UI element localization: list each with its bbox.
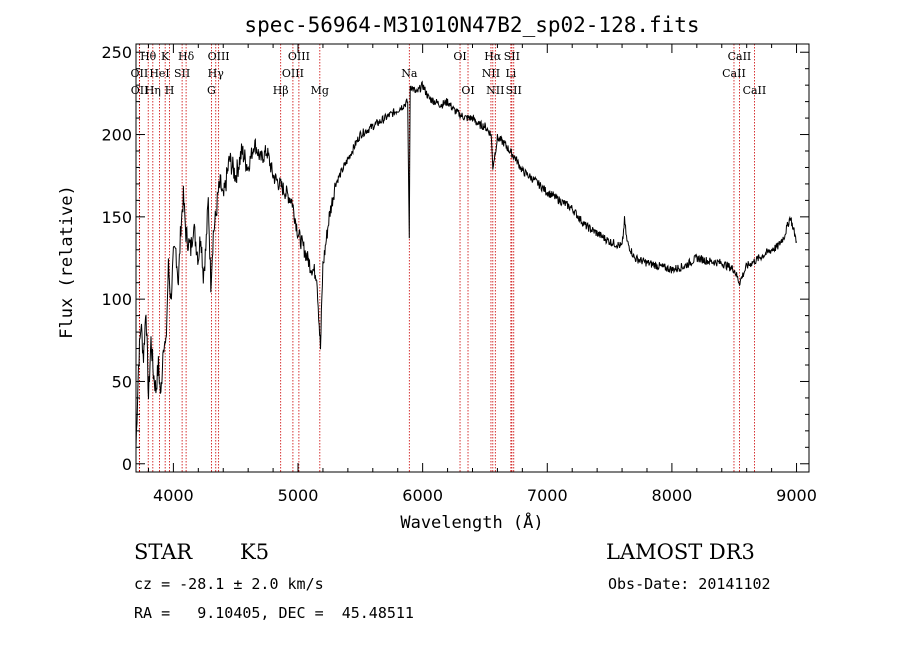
line-marker-label: H <box>165 84 175 97</box>
redshift-text: cz = -28.1 ± 2.0 km/s <box>134 575 324 593</box>
line-marker-label: OIII <box>288 50 310 63</box>
line-marker-label: OIII <box>282 67 304 80</box>
y-tick-label: 150 <box>101 208 132 227</box>
y-tick-label: 100 <box>101 290 132 309</box>
line-marker-label: Hβ <box>273 84 289 97</box>
line-marker-label: Hδ <box>178 50 195 63</box>
line-marker-label: Hθ <box>140 50 157 63</box>
coordinates-text: RA = 9.10405, DEC = 45.48511 <box>134 604 414 622</box>
line-markers <box>138 44 755 472</box>
line-marker-label: SII <box>504 50 520 63</box>
line-marker-label: HeI <box>149 67 169 80</box>
x-tick-label: 7000 <box>527 486 568 505</box>
line-marker-label: Li <box>505 67 516 80</box>
y-axis-label: Flux (relative) <box>57 185 77 339</box>
x-tick-label: 8000 <box>652 486 693 505</box>
line-marker-label: OII <box>131 67 149 80</box>
line-marker-label: CaII <box>743 84 767 97</box>
line-marker-label: OI <box>453 50 466 63</box>
object-class: STAR <box>134 540 193 564</box>
line-marker-label: NII <box>482 67 500 80</box>
x-tick-label: 5000 <box>278 486 319 505</box>
line-marker-label: Na <box>401 67 418 80</box>
y-tick-label: 200 <box>101 126 132 145</box>
x-tick-label: 4000 <box>153 486 194 505</box>
y-tick-label: 0 <box>122 455 132 474</box>
obs-date-text: Obs-Date: 20141102 <box>608 575 771 593</box>
line-marker-label: Hγ <box>208 67 225 80</box>
line-marker-label: CaII <box>728 50 752 63</box>
line-marker-label: CaII <box>722 67 746 80</box>
y-tick-label: 250 <box>101 43 132 62</box>
line-marker-label: OI <box>461 84 474 97</box>
line-marker-label: Hα <box>484 50 502 63</box>
line-marker-label: Hη <box>145 84 161 97</box>
line-marker-label: OII <box>131 84 149 97</box>
line-marker-label: Mg <box>311 84 329 97</box>
x-tick-label: 9000 <box>776 486 817 505</box>
x-tick-label: 6000 <box>402 486 443 505</box>
line-marker-label: NII <box>486 84 504 97</box>
line-marker-label: SII <box>506 84 522 97</box>
y-axis: 0 50 100 150 200 250 <box>101 43 809 474</box>
chart-title: spec-56964-M31010N47B2_sp02-128.fits <box>244 13 699 37</box>
x-axis-label: Wavelength (Å) <box>400 511 543 533</box>
x-axis: 4000 5000 6000 7000 8000 9000 <box>147 44 817 505</box>
survey-label: LAMOST DR3 <box>606 540 755 564</box>
line-marker-label: G <box>207 84 216 97</box>
object-subclass: K5 <box>240 540 270 564</box>
line-marker-label: SII <box>174 67 190 80</box>
line-marker-label: K <box>161 50 170 63</box>
line-marker-label: OIII <box>208 50 230 63</box>
plot-frame <box>135 43 810 473</box>
y-tick-label: 50 <box>112 372 132 391</box>
spectrum-series <box>135 80 797 448</box>
line-marker-labels: Hθ OII OII K HeI Hη Hδ SII H OIII Hγ G OIII OIII Hβ Mg N… <box>131 50 767 97</box>
